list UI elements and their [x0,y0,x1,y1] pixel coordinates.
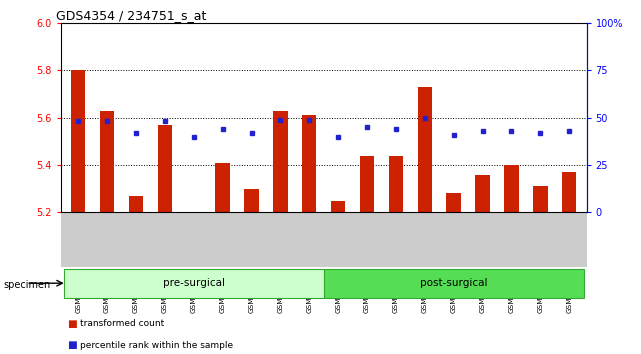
Bar [100,110,114,212]
Bar [476,175,490,212]
Bar [504,165,519,212]
Bar [129,196,143,212]
Bar [533,186,547,212]
Text: ■: ■ [67,340,77,350]
Bar [388,156,403,212]
Bar [273,110,288,212]
Text: specimen: specimen [3,280,51,290]
Bar [562,172,576,212]
Text: ■: ■ [67,319,77,329]
Bar [446,194,461,212]
Bar [215,163,230,212]
Bar [302,115,317,212]
Bar [324,269,583,297]
Text: post-surgical: post-surgical [420,278,487,288]
Text: percentile rank within the sample: percentile rank within the sample [80,341,233,350]
Bar [64,269,324,297]
Text: pre-surgical: pre-surgical [163,278,225,288]
Bar [331,201,345,212]
Text: transformed count: transformed count [80,319,164,329]
Bar [417,87,432,212]
Bar [158,125,172,212]
Bar [244,189,259,212]
Text: GDS4354 / 234751_s_at: GDS4354 / 234751_s_at [56,9,206,22]
Bar [71,70,85,212]
Bar [360,156,374,212]
